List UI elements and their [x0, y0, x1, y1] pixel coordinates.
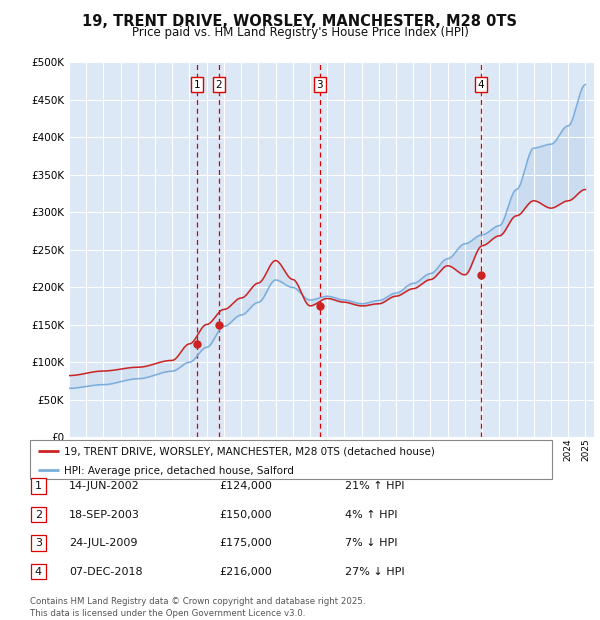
Text: 14-JUN-2002: 14-JUN-2002 [69, 481, 140, 491]
Text: £216,000: £216,000 [219, 567, 272, 577]
Text: £175,000: £175,000 [219, 538, 272, 548]
Text: Contains HM Land Registry data © Crown copyright and database right 2025.
This d: Contains HM Land Registry data © Crown c… [30, 597, 365, 618]
Text: 2: 2 [215, 79, 222, 89]
Text: 07-DEC-2018: 07-DEC-2018 [69, 567, 143, 577]
Text: 4: 4 [35, 567, 42, 577]
Text: £150,000: £150,000 [219, 510, 272, 520]
Text: 18-SEP-2003: 18-SEP-2003 [69, 510, 140, 520]
Text: HPI: Average price, detached house, Salford: HPI: Average price, detached house, Salf… [64, 466, 294, 476]
FancyBboxPatch shape [31, 478, 46, 494]
Text: 24-JUL-2009: 24-JUL-2009 [69, 538, 137, 548]
Text: 2: 2 [35, 510, 42, 520]
Text: 21% ↑ HPI: 21% ↑ HPI [345, 481, 404, 491]
Text: 7% ↓ HPI: 7% ↓ HPI [345, 538, 398, 548]
FancyBboxPatch shape [30, 440, 552, 479]
Text: 3: 3 [35, 538, 42, 548]
Text: 19, TRENT DRIVE, WORSLEY, MANCHESTER, M28 0TS (detached house): 19, TRENT DRIVE, WORSLEY, MANCHESTER, M2… [64, 447, 435, 457]
Text: 3: 3 [316, 79, 323, 89]
Text: £124,000: £124,000 [219, 481, 272, 491]
Text: 27% ↓ HPI: 27% ↓ HPI [345, 567, 404, 577]
FancyBboxPatch shape [31, 507, 46, 523]
Text: Price paid vs. HM Land Registry's House Price Index (HPI): Price paid vs. HM Land Registry's House … [131, 26, 469, 39]
FancyBboxPatch shape [31, 564, 46, 580]
FancyBboxPatch shape [31, 535, 46, 551]
Text: 1: 1 [35, 481, 42, 491]
Text: 1: 1 [194, 79, 200, 89]
Text: 19, TRENT DRIVE, WORSLEY, MANCHESTER, M28 0TS: 19, TRENT DRIVE, WORSLEY, MANCHESTER, M2… [83, 14, 517, 29]
Text: 4: 4 [478, 79, 484, 89]
Text: 4% ↑ HPI: 4% ↑ HPI [345, 510, 398, 520]
